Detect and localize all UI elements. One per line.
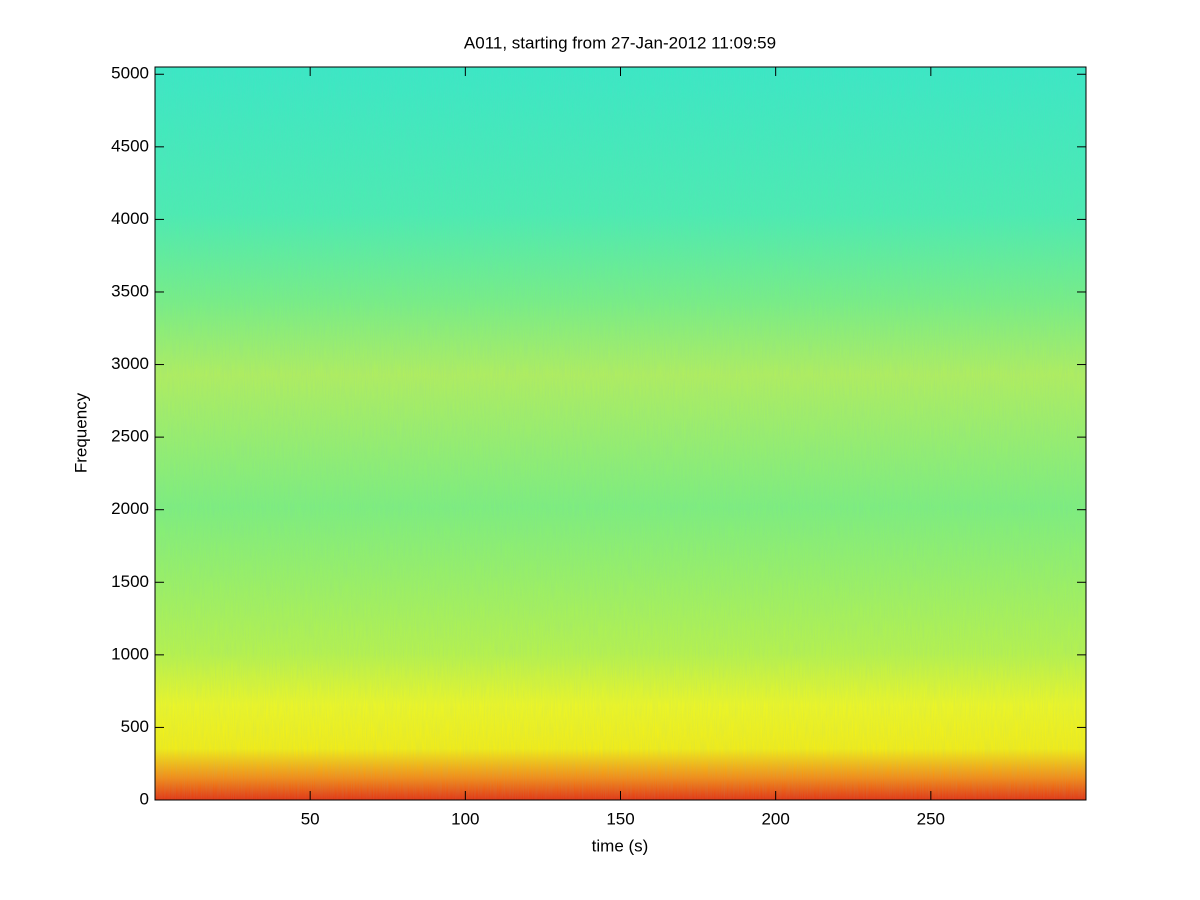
x-axis-label: time (s) <box>592 836 649 855</box>
x-tick-label: 150 <box>606 809 634 828</box>
y-axis-label: Frequency <box>71 392 90 473</box>
y-tick-label: 4000 <box>111 209 149 228</box>
y-tick-label: 2000 <box>111 499 149 518</box>
y-tick-label: 4500 <box>111 136 149 155</box>
y-tick-label: 2500 <box>111 427 149 446</box>
y-tick-label: 1500 <box>111 572 149 591</box>
x-tick-label: 200 <box>761 809 789 828</box>
x-tick-label: 100 <box>451 809 479 828</box>
x-tick-label: 50 <box>301 809 320 828</box>
x-tick-label: 250 <box>917 809 945 828</box>
chart-title: A011, starting from 27-Jan-2012 11:09:59 <box>464 33 776 52</box>
spectrogram-texture <box>155 67 1086 800</box>
y-tick-label: 1000 <box>111 644 149 663</box>
y-tick-label: 500 <box>121 717 149 736</box>
y-tick-label: 3000 <box>111 354 149 373</box>
y-tick-label: 0 <box>140 789 149 808</box>
y-tick-label: 3500 <box>111 281 149 300</box>
y-tick-label: 5000 <box>111 64 149 83</box>
